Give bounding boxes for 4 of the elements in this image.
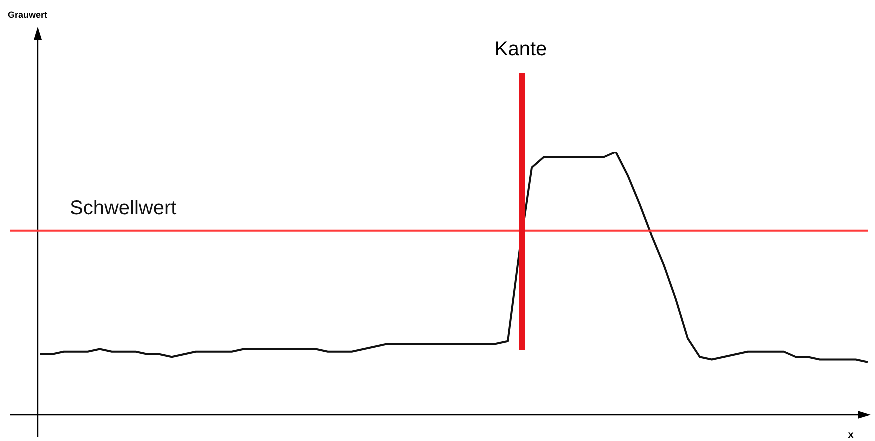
- x-axis-title: x: [848, 430, 854, 441]
- text: Kante: [494, 38, 548, 61]
- text: Grauwert: [8, 10, 48, 20]
- ref-line-label: Schwellwert: [70, 197, 178, 220]
